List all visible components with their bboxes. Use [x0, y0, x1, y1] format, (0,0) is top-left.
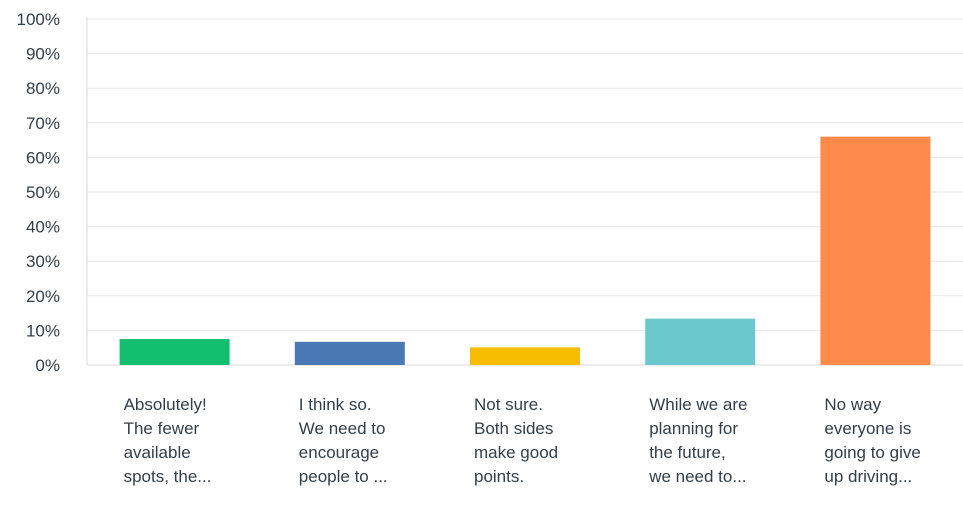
x-tick-label: people to ...	[299, 467, 388, 486]
x-tick-label: points.	[474, 467, 524, 486]
x-tick-label: available	[124, 443, 191, 462]
x-tick-label: No way	[824, 395, 881, 414]
x-tick-label: Not sure.	[474, 395, 543, 414]
x-tick-label: The fewer	[124, 419, 200, 438]
x-tick-label: up driving...	[824, 467, 912, 486]
x-tick-label: planning for	[649, 419, 738, 438]
y-tick-label: 80%	[26, 79, 60, 98]
bar	[645, 318, 756, 365]
x-tick-label: Absolutely!	[124, 395, 207, 414]
bar	[820, 136, 931, 365]
gridlines	[87, 18, 963, 331]
x-tick-label: the future,	[649, 443, 726, 462]
bars	[119, 136, 931, 365]
x-tick-label: Both sides	[474, 419, 553, 438]
y-tick-label: 70%	[26, 114, 60, 133]
x-tick-label: everyone is	[824, 419, 911, 438]
bar	[119, 339, 230, 365]
x-axis-labels: Absolutely! The fewer available spots, the.…	[124, 395, 921, 486]
x-tick-label: encourage	[299, 443, 379, 462]
y-tick-label: 0%	[35, 356, 60, 375]
bar	[294, 341, 405, 365]
y-tick-label: 90%	[26, 45, 60, 64]
y-tick-label: 10%	[26, 321, 60, 340]
bar	[470, 347, 580, 365]
x-tick-label: I think so.	[299, 395, 372, 414]
x-tick-label: going to give	[824, 443, 920, 462]
y-tick-label: 50%	[26, 183, 60, 202]
x-tick-label: we need to...	[648, 467, 746, 486]
y-tick-label: 40%	[26, 218, 60, 237]
y-tick-label: 30%	[26, 252, 60, 271]
x-tick-label: We need to	[299, 419, 386, 438]
x-tick-label: spots, the...	[124, 467, 212, 486]
x-tick-label: While we are	[649, 395, 747, 414]
y-tick-label: 60%	[26, 148, 60, 167]
y-tick-label: 20%	[26, 287, 60, 306]
y-tick-label: 100%	[17, 10, 60, 29]
y-axis: 0% 10% 20% 30% 40% 50% 60% 70% 80% 90% 100%	[17, 10, 963, 375]
x-tick-label: make good	[474, 443, 558, 462]
